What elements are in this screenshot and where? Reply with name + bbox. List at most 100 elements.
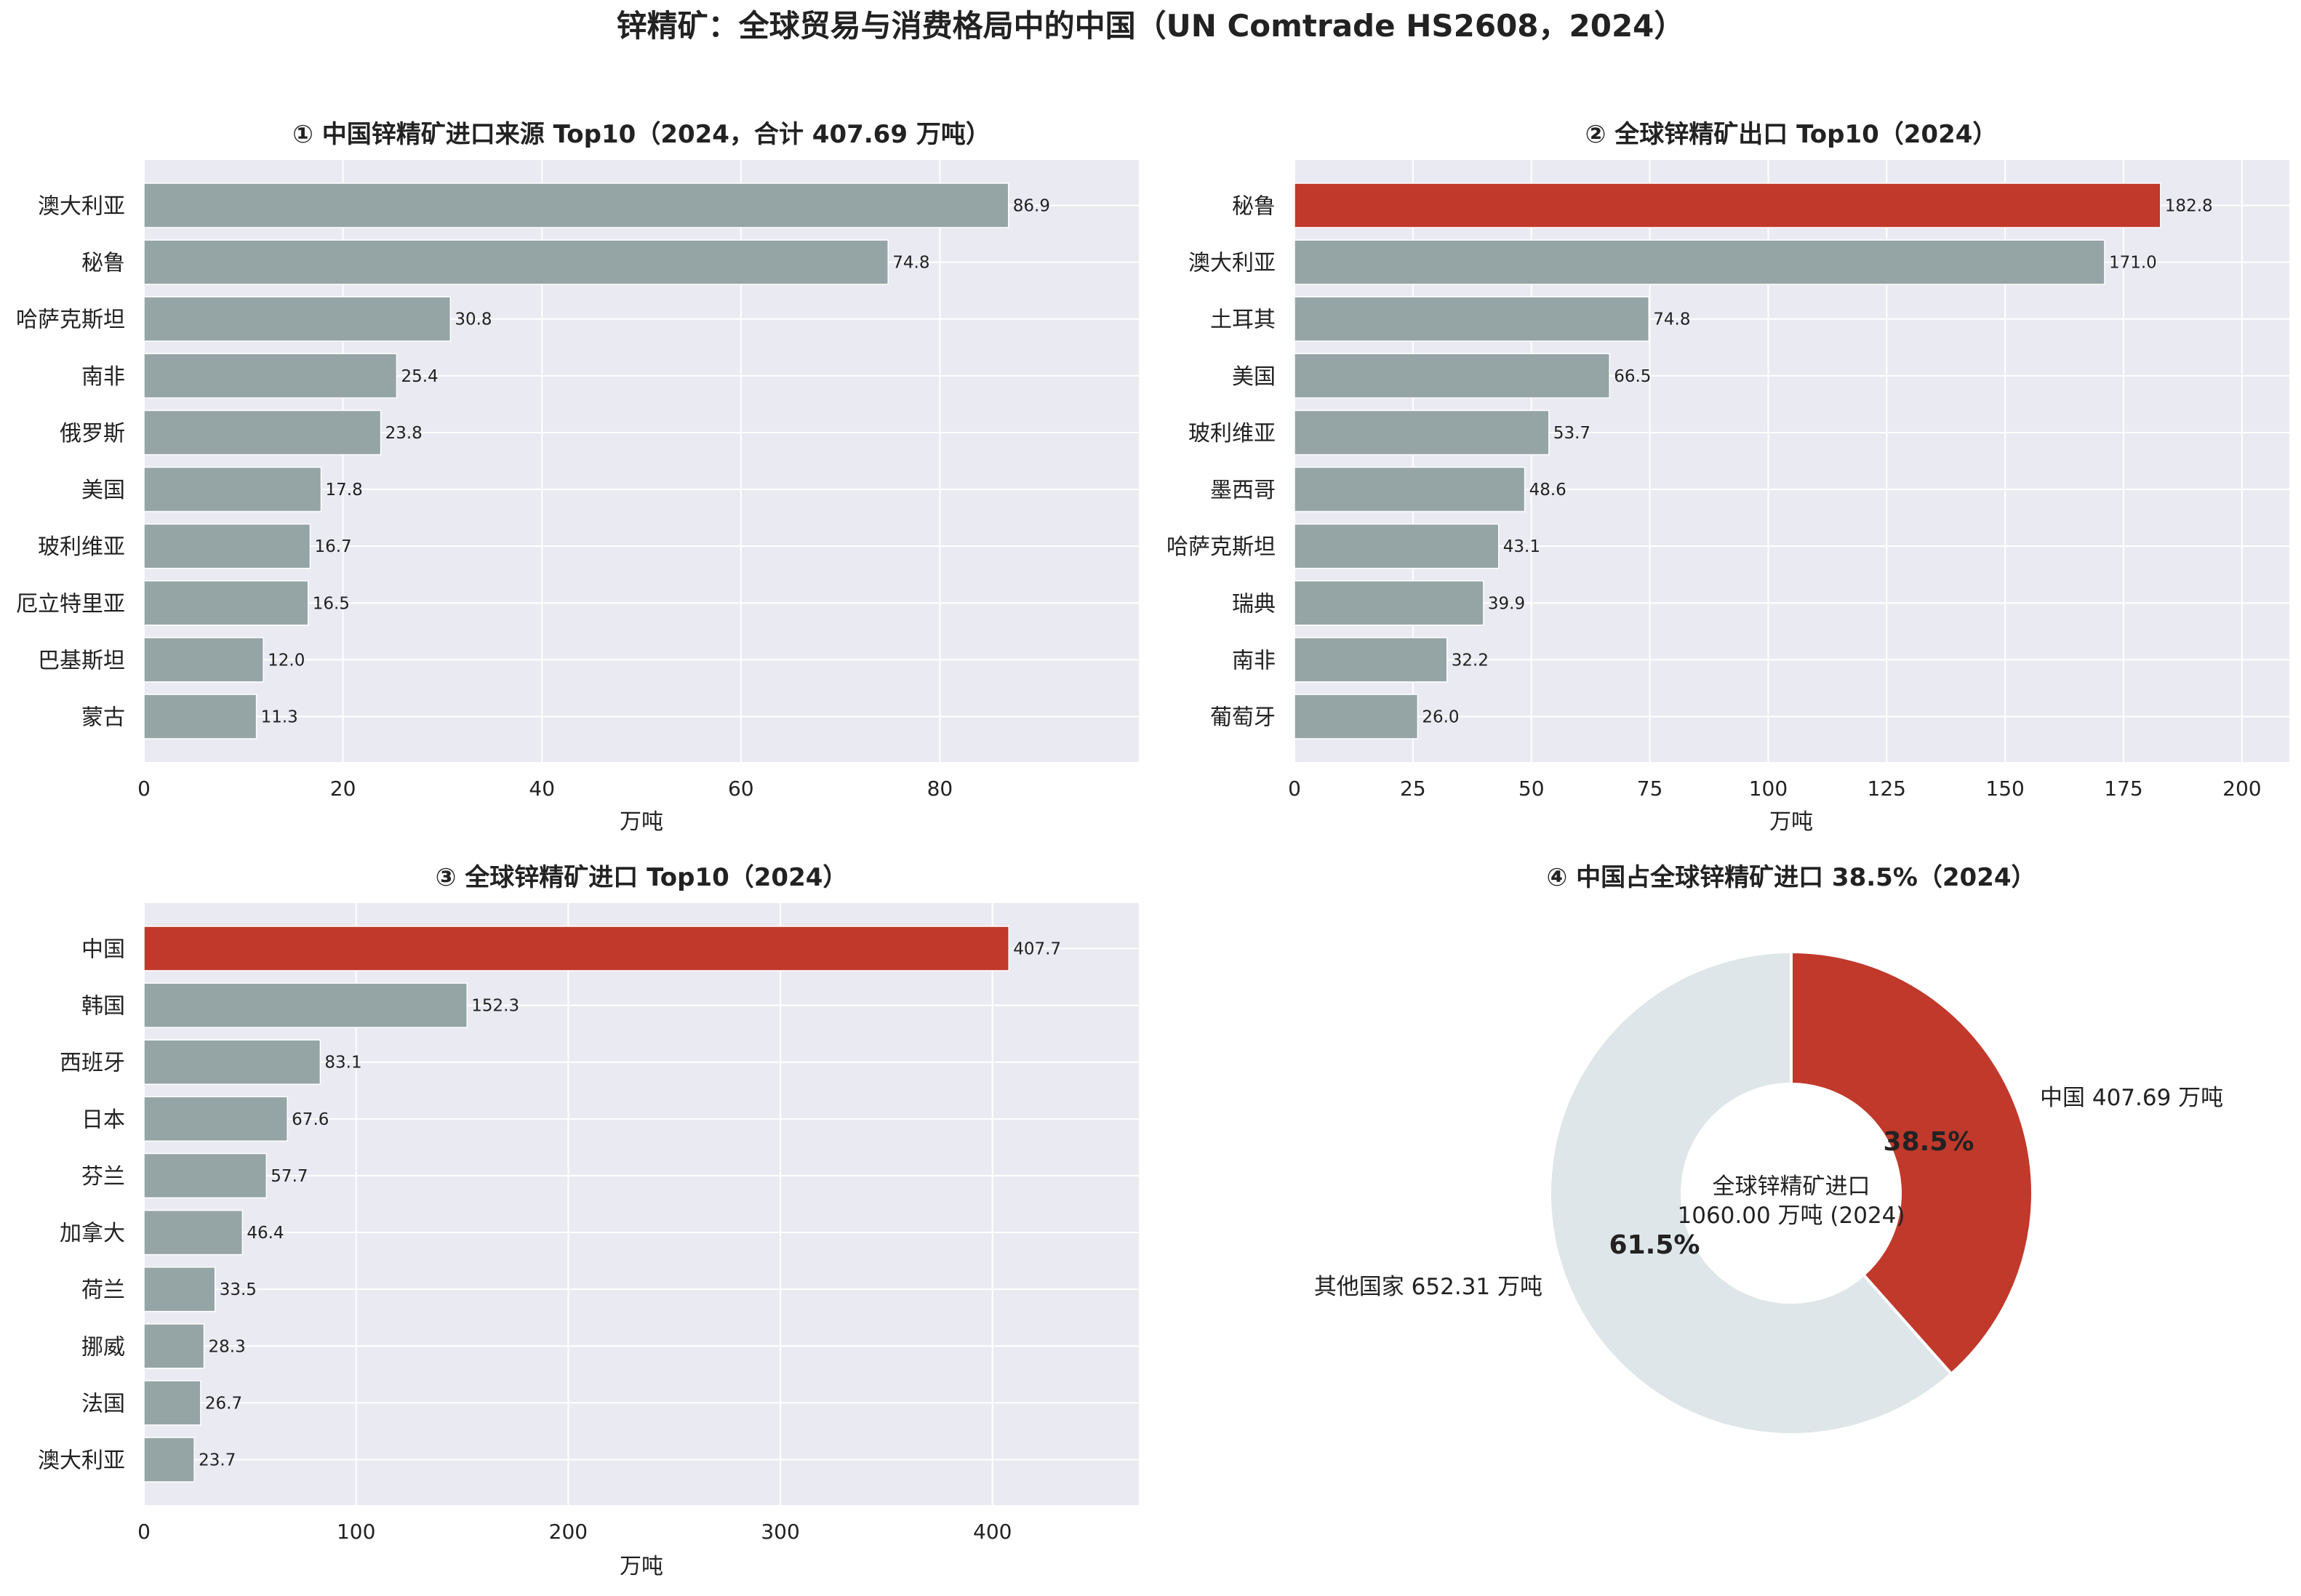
bar-value-label: 171.0 [2109,254,2157,273]
x-tick-label: 60 [728,777,754,801]
bar [143,580,309,626]
bar-value-label: 16.5 [313,594,350,613]
x-tick-label: 100 [337,1520,375,1544]
y-tick-label: 南非 [1232,648,1276,673]
x-axis-label: 万吨 [620,1554,663,1579]
bar-value-label: 23.7 [199,1451,236,1470]
y-tick-label: 挪威 [81,1334,125,1360]
donut-slice [1548,950,1953,1436]
bar [143,1266,216,1312]
x-tick-label: 400 [973,1520,1012,1544]
bar-value-label: 26.7 [205,1394,242,1413]
bar-value-label: 86.9 [1013,196,1050,215]
y-tick-label: 厄立特里亚 [16,591,125,617]
bar-value-label: 74.8 [892,254,929,273]
x-tick-label: 100 [1749,777,1788,801]
panel-china-import-sources: ① 中国锌精矿进口来源 Top10（2024，合计 407.69 万吨） 万吨 … [16,120,1139,835]
bar-value-label: 57.7 [271,1167,308,1186]
bar-value-label: 74.8 [1653,310,1690,329]
bar [143,1380,201,1426]
y-tick-label: 美国 [1232,364,1276,390]
donut-slice [1790,950,2034,1376]
x-tick-label: 300 [761,1520,799,1544]
x-axis-label: 万吨 [620,809,663,835]
bar [143,296,452,342]
y-tick-label: 秘鲁 [81,251,125,276]
bar [143,982,468,1028]
panel-global-exports: ② 全球锌精矿出口 Top10（2024） 万吨 0 25 50 75 100 125 15… [1166,120,2289,835]
bar-value-label: 67.6 [292,1110,329,1129]
y-tick-label: 南非 [81,364,125,390]
bar [1294,183,2161,228]
x-tick-label: 50 [1518,777,1545,801]
y-tick-label: 蒙古 [81,705,125,731]
y-tick-label: 日本 [81,1107,125,1133]
bar [143,523,311,569]
bar-value-label: 26.0 [1422,708,1459,727]
y-tick-label: 秘鲁 [1232,193,1276,219]
bar-value-label: 32.2 [1452,651,1489,670]
bar-value-label: 39.9 [1488,594,1525,613]
y-tick-label: 澳大利亚 [38,193,125,219]
bar [1294,580,1484,626]
panel-title: ③ 全球锌精矿进口 Top10（2024） [436,863,848,892]
y-tick-label: 中国 [81,937,125,962]
bar-value-label: 11.3 [261,708,298,727]
bar [1294,637,1448,683]
bar [143,1323,205,1369]
bar [1294,353,1610,399]
x-tick-label: 200 [549,1520,588,1544]
bar [143,1437,195,1483]
slice-label: 中国 407.69 万吨 [2040,1085,2223,1111]
y-tick-label: 法国 [81,1391,125,1416]
bar [143,239,889,285]
y-tick-label: 澳大利亚 [1188,251,1276,276]
x-axis-label: 万吨 [1769,809,1813,835]
bar [143,1209,244,1256]
y-tick-label: 韩国 [81,994,125,1019]
slice-percent-label: 38.5% [1884,1127,1974,1157]
bar-value-label: 17.8 [326,481,363,500]
panel-china-share-donut: ④ 中国占全球锌精矿进口 38.5%（2024） 中国 407.69 万吨 38.… [1314,863,2223,1436]
bar [1294,409,1550,456]
x-tick-label: 125 [1868,777,1906,801]
bar-value-label: 48.6 [1529,481,1566,500]
bar [1294,239,2105,285]
bar [143,637,264,683]
bar [143,694,257,739]
y-tick-label: 西班牙 [60,1051,125,1076]
bar [143,409,382,456]
donut-center-line-2: 1060.00 万吨 (2024) [1678,1203,1905,1229]
bar-value-label: 182.8 [2165,196,2213,215]
x-tick-label: 40 [529,777,555,801]
bar [143,1039,321,1085]
y-tick-label: 美国 [81,478,125,503]
y-tick-label: 墨西哥 [1210,478,1276,503]
y-tick-label: 哈萨克斯坦 [1166,534,1276,560]
y-tick-label: 葡萄牙 [1210,705,1276,731]
panel-title: ④ 中国占全球锌精矿进口 38.5%（2024） [1546,863,2036,892]
x-tick-label: 25 [1400,777,1426,801]
panel-title: ② 全球锌精矿出口 Top10（2024） [1585,120,1998,149]
bar-value-label: 83.1 [324,1054,361,1072]
bar-value-label: 43.1 [1503,537,1540,556]
bar-value-label: 28.3 [209,1337,246,1356]
bar-value-label: 30.8 [455,310,492,329]
y-tick-label: 芬兰 [81,1164,125,1190]
figure-title: 锌精矿：全球贸易与消费格局中的中国（UN Comtrade HS2608，202… [617,8,1685,44]
y-tick-label: 俄罗斯 [60,421,125,446]
panel-title: ① 中国锌精矿进口来源 Top10（2024，合计 407.69 万吨） [292,120,991,149]
bar-value-label: 66.5 [1614,367,1651,386]
y-tick-label: 玻利维亚 [1188,421,1276,446]
x-tick-label: 175 [2104,777,2142,801]
bar [1294,523,1500,569]
bar [143,1152,268,1199]
bar [143,183,1009,228]
y-tick-label: 土耳其 [1210,308,1276,333]
bar [143,926,1009,971]
panel-global-imports: ③ 全球锌精矿进口 Top10（2024） 万吨 0 100 200 300 400 40… [38,863,1139,1579]
bar-value-label: 46.4 [247,1224,284,1243]
bar [1294,466,1526,513]
